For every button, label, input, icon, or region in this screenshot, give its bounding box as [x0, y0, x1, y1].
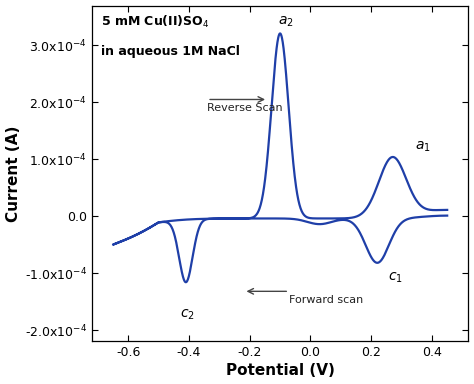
- Text: $a_1$: $a_1$: [415, 139, 431, 154]
- Text: 5 mM Cu(II)SO$_4$: 5 mM Cu(II)SO$_4$: [101, 14, 209, 30]
- Text: $a_2$: $a_2$: [278, 15, 294, 30]
- X-axis label: Potential (V): Potential (V): [226, 363, 335, 379]
- Text: Forward scan: Forward scan: [289, 295, 364, 305]
- Text: $c_1$: $c_1$: [388, 271, 403, 285]
- Text: Reverse Scan: Reverse Scan: [207, 103, 283, 113]
- Text: $c_2$: $c_2$: [180, 307, 195, 322]
- Text: in aqueous 1M NaCl: in aqueous 1M NaCl: [101, 45, 240, 58]
- Y-axis label: Current (A): Current (A): [6, 125, 20, 222]
